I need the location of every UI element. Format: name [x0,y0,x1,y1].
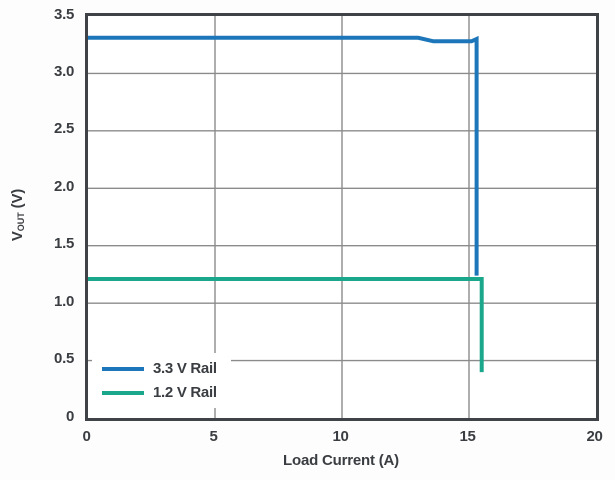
x-tick-label: 10 [332,428,349,445]
legend-label: 1.2 V Rail [153,384,217,401]
x-tick-label: 5 [209,428,218,445]
y-tick-label: 1.0 [54,292,74,310]
x-axis-title: Load Current (A) [283,452,399,469]
legend: 3.3 V Rail 1.2 V Rail [92,353,231,408]
legend-item: 3.3 V Rail [102,360,217,377]
x-tick-label: 15 [459,428,476,445]
plot-canvas [88,16,596,418]
y-tick-label: 0.5 [54,350,74,368]
series-line-1-2-v-rail [88,277,484,373]
y-tick-label: 2.5 [54,120,74,138]
y-tick-label: 1.5 [54,235,74,253]
legend-swatch-line [102,390,144,395]
y-tick-label: 3.5 [54,5,74,23]
legend-item: 1.2 V Rail [102,384,217,401]
legend-swatch-line [102,366,144,371]
x-tick-label: 0 [82,428,91,445]
y-tick-label: 3.0 [54,62,74,80]
y-tick-label: 0 [65,407,74,425]
series-line-3-3-v-rail [88,35,479,276]
legend-label: 3.3 V Rail [153,360,217,377]
y-tick-label: 2.0 [54,177,74,195]
y-axis-title: VOUT (V) [7,145,29,285]
plot-area: 3.3 V Rail 1.2 V Rail [85,13,599,421]
x-tick-label: 20 [586,428,603,445]
y-axis-title-subscript: OUT [16,212,26,232]
